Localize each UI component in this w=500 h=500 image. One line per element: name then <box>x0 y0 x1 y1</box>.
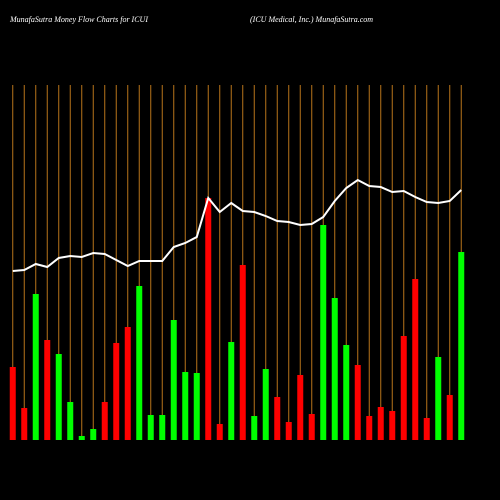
bar <box>67 402 74 440</box>
bar <box>136 286 143 440</box>
chart-subtitle: (ICU Medical, Inc.) MunafaSutra.com <box>250 15 373 24</box>
bar <box>216 424 223 440</box>
bar <box>32 294 39 440</box>
bar <box>446 395 453 440</box>
bar <box>331 298 338 440</box>
bar <box>205 198 212 440</box>
bar <box>412 279 419 440</box>
bar <box>55 354 62 440</box>
bar <box>285 422 292 440</box>
bar <box>21 408 28 440</box>
bar <box>239 265 246 440</box>
bar <box>124 327 131 440</box>
bar <box>228 342 235 440</box>
bar <box>113 343 120 440</box>
bar <box>377 407 384 440</box>
bar <box>147 415 154 440</box>
bar <box>182 372 189 440</box>
bar <box>354 365 361 440</box>
bar <box>9 367 16 440</box>
bar <box>193 373 200 440</box>
bar <box>389 411 396 440</box>
bar <box>423 418 430 440</box>
chart-title: MunafaSutra Money Flow Charts for ICUI <box>9 15 148 24</box>
money-flow-line <box>12 178 462 272</box>
bar <box>251 416 258 440</box>
bar <box>400 336 407 440</box>
bar <box>101 402 108 440</box>
bar <box>159 415 166 440</box>
bar <box>90 429 97 440</box>
bar <box>262 369 269 440</box>
bar <box>274 397 281 440</box>
bar <box>343 345 350 440</box>
bar <box>308 414 315 440</box>
bar <box>458 252 465 440</box>
bar <box>78 436 85 440</box>
bar <box>297 375 304 440</box>
bar <box>320 225 327 440</box>
bar <box>435 357 442 440</box>
bar <box>44 340 51 440</box>
bar <box>366 416 373 440</box>
bar <box>170 320 177 440</box>
